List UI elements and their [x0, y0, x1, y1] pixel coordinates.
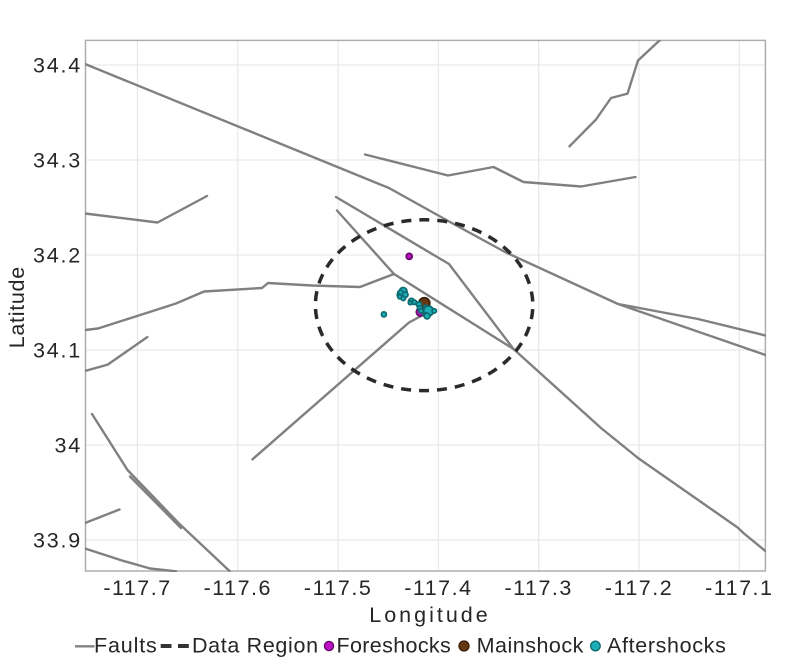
svg-text:-117.2: -117.2 — [605, 576, 673, 600]
svg-text:Latitude: Latitude — [5, 266, 29, 348]
svg-text:Faults: Faults — [94, 634, 158, 658]
svg-text:34.3: 34.3 — [33, 149, 82, 173]
svg-text:-117.3: -117.3 — [505, 576, 573, 600]
svg-text:-117.1: -117.1 — [705, 576, 773, 600]
svg-text:-117.6: -117.6 — [204, 576, 272, 600]
svg-text:34.1: 34.1 — [33, 339, 82, 363]
svg-text:Longitude: Longitude — [369, 603, 490, 627]
svg-text:-117.5: -117.5 — [304, 576, 372, 600]
svg-text:Aftershocks: Aftershocks — [607, 634, 726, 658]
svg-text:33.9: 33.9 — [33, 529, 82, 553]
svg-text:-117.7: -117.7 — [103, 576, 171, 600]
svg-text:Mainshock: Mainshock — [477, 634, 584, 658]
svg-text:-117.4: -117.4 — [404, 576, 472, 600]
svg-text:Data Region: Data Region — [192, 634, 319, 658]
svg-text:34.4: 34.4 — [33, 54, 82, 78]
svg-text:34.2: 34.2 — [33, 244, 82, 268]
svg-text:34: 34 — [54, 434, 82, 458]
svg-text:Foreshocks: Foreshocks — [337, 634, 452, 658]
